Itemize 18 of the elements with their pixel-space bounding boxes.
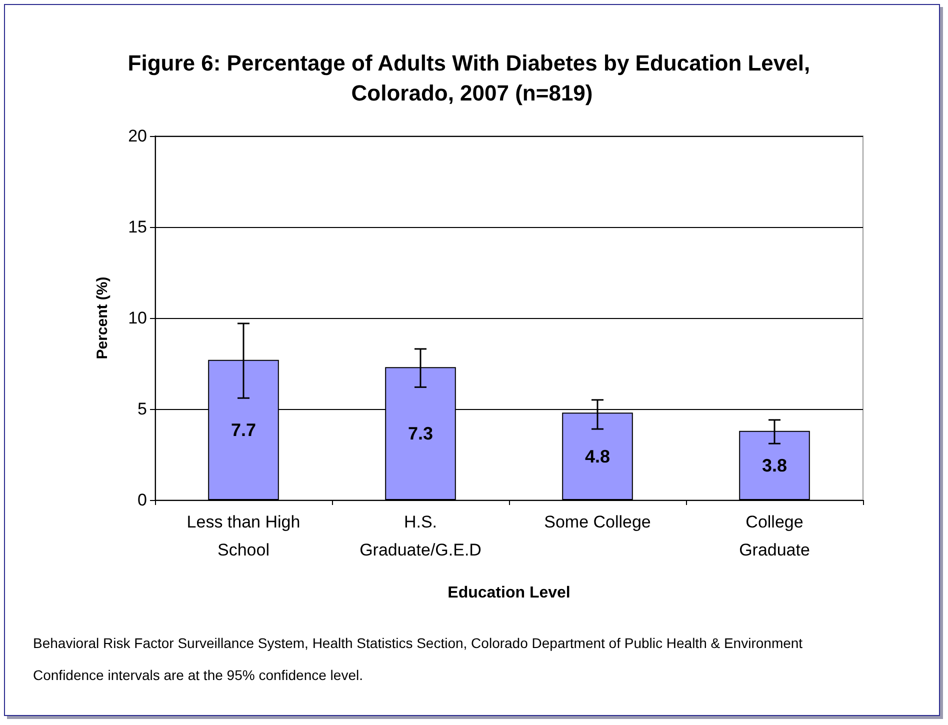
text: Confidence intervals are at the 95% confidence level. [33, 666, 364, 685]
x-tick-label: Less than High School [186, 512, 300, 560]
y-tick-label: 5 [138, 400, 147, 418]
text: Behavioral Risk Factor Surveillance System, Health Statistics Section, Colorado Department of Public Health & Environment [33, 634, 804, 653]
y-tick-label: 10 [128, 308, 147, 328]
x-tick-label: H.S. Graduate/G.E.D [360, 512, 482, 560]
data-label: 3.8 [762, 455, 788, 476]
y-tick-label: 0 [138, 490, 147, 510]
x-axis-title: Education Level [448, 584, 570, 602]
data-label: 7.7 [230, 420, 256, 440]
y-axis-title: Percent (%) [94, 276, 111, 360]
x-tick-label: College Graduate [739, 512, 810, 560]
x-tick-label: Some College [544, 512, 651, 532]
chart-title: Figure 6: Percentage of Adults With Diabetes by Education Level, Colorado, 2007 (n=819) [128, 50, 816, 106]
y-tick-label: 15 [128, 218, 147, 236]
data-label: 4.8 [584, 446, 610, 466]
y-tick-label: 20 [128, 126, 147, 146]
data-label: 7.3 [408, 424, 434, 444]
